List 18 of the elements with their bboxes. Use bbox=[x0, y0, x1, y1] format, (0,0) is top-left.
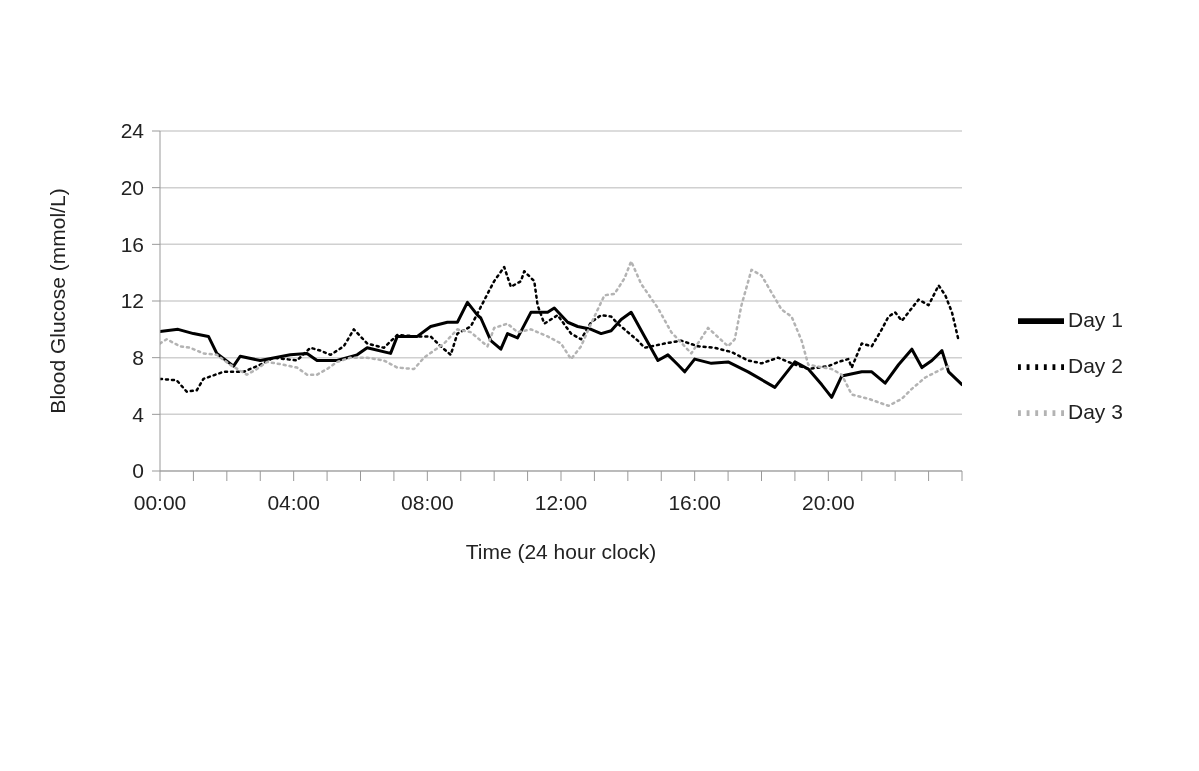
x-tick-label: 04:00 bbox=[267, 490, 320, 514]
legend-label: Day 2 bbox=[1068, 353, 1123, 377]
x-tick-label: 00:00 bbox=[133, 490, 187, 514]
y-axis-title: Blood Glucose (mmol/L) bbox=[46, 188, 70, 414]
y-tick-label: 4 bbox=[132, 402, 145, 426]
x-tick-label: 08:00 bbox=[401, 490, 454, 514]
y-tick-label: 24 bbox=[120, 119, 145, 143]
legend-label: Day 3 bbox=[1068, 399, 1123, 423]
legend-label: Day 1 bbox=[1068, 307, 1123, 331]
y-tick-label: 20 bbox=[120, 176, 144, 200]
x-tick-label: 20:00 bbox=[802, 490, 855, 514]
x-tick-label: 16:00 bbox=[668, 490, 721, 514]
x-tick-label: 12:00 bbox=[534, 490, 588, 514]
y-tick-label: 12 bbox=[120, 289, 144, 313]
x-axis-title: Time (24 hour clock) bbox=[465, 540, 657, 563]
y-tick-label: 8 bbox=[132, 346, 144, 370]
y-tick-label: 16 bbox=[120, 232, 144, 256]
y-tick-label: 0 bbox=[132, 459, 144, 483]
